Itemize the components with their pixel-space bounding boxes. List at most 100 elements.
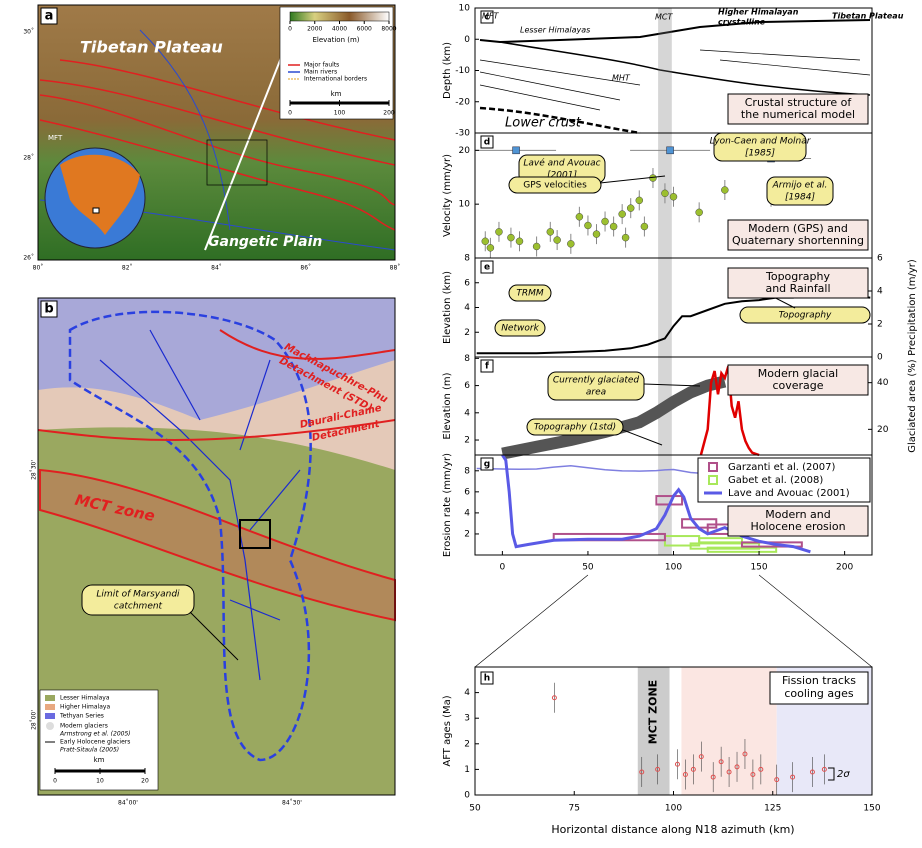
y-tick-label: 10	[459, 200, 471, 210]
sketch-label: MFT	[482, 12, 500, 21]
legend-entry: Higher Himalaya	[60, 704, 110, 711]
y-tick-label: 4	[464, 408, 470, 418]
legend-swatch	[45, 695, 55, 701]
title-text: Modern (GPS) and	[748, 222, 848, 235]
callout	[494, 319, 546, 337]
y-tick-label: 6	[464, 381, 470, 391]
legend-swatch	[708, 462, 718, 472]
mht	[499, 41, 871, 96]
age-point	[690, 766, 696, 772]
y-tick-label: 6	[877, 254, 883, 264]
sigma-label: 2σ	[837, 769, 850, 780]
legend-swatch	[45, 713, 55, 719]
y-tick-label: -10	[455, 66, 470, 76]
y2-axis-label: Precipitation (m/yr)	[907, 259, 918, 356]
inset-box	[239, 519, 271, 549]
callout-text: Armijo et al.	[772, 181, 828, 191]
y-tick-label: 1	[464, 765, 470, 775]
y-axis-label: Erosion rate (mm/yr)	[442, 453, 453, 557]
y-tick-label: 0	[464, 35, 470, 45]
panel-label-box	[480, 457, 494, 471]
x-tick-label: 100	[665, 804, 682, 814]
age-point	[774, 777, 780, 783]
frame	[37, 4, 396, 261]
panel-label-box	[480, 671, 494, 685]
panel-label: h	[484, 674, 490, 684]
age-point	[734, 764, 740, 770]
callout	[81, 584, 195, 616]
callout-text: [2001]	[547, 171, 577, 181]
panel-label: f	[485, 362, 489, 372]
sketch-label: MCT	[655, 13, 673, 22]
x-tick-label: 125	[764, 804, 781, 814]
callout-text: catchment	[114, 602, 163, 612]
gps-point	[575, 213, 584, 221]
scale-tick-label: 20	[141, 778, 149, 785]
catchment	[68, 310, 312, 762]
title-text: Quaternary shortenning	[732, 234, 864, 247]
age-point	[718, 759, 724, 765]
legend-box	[279, 6, 394, 120]
gps-point	[661, 189, 669, 198]
callout-text: area	[586, 388, 606, 398]
sketch-label: Lesser Himalayas	[520, 26, 590, 35]
gps-point	[481, 237, 490, 246]
age-point	[698, 754, 704, 760]
title-box	[727, 219, 869, 251]
panel-label-box	[40, 7, 58, 25]
title-box	[727, 364, 869, 396]
quaternary-point	[666, 146, 674, 155]
globe-land	[60, 154, 140, 235]
colorbar-tick-label: 2000	[307, 26, 322, 33]
mct-strip	[658, 8, 672, 133]
callout-text: Lavé and Avouac	[523, 158, 600, 169]
zone-label: MCT ZONE	[647, 680, 660, 744]
y-tick-label: 2	[464, 328, 470, 338]
y2-axis-label: Glaciated area (%)	[907, 359, 918, 453]
lat-tick-label: 30˚	[23, 29, 34, 36]
tethyan-series	[38, 298, 395, 420]
legend-entry: Major faults	[304, 62, 339, 69]
topography	[479, 19, 871, 44]
age-point	[726, 769, 732, 775]
y-tick-label: 3	[464, 714, 470, 724]
title-text: cooling ages	[784, 687, 854, 700]
title-text: Modern and	[765, 508, 830, 521]
panel-label-box	[480, 135, 494, 149]
lon-tick-label: 86˚	[300, 265, 311, 272]
title-text: and Rainfall	[765, 282, 830, 295]
y-tick-label: 6	[464, 487, 470, 497]
x-tick-label: 50	[469, 804, 481, 814]
x-tick-label: 75	[569, 804, 580, 814]
title-text: Topography	[765, 270, 830, 283]
colorbar-tick-label: 4000	[332, 26, 347, 33]
callout-text: [1985]	[745, 149, 775, 159]
legend-entry: Early Holocene glaciers	[60, 739, 130, 746]
colorbar-tick-label: 8000	[381, 26, 396, 33]
y-tick-label: 20	[459, 146, 471, 156]
legend-swatch	[45, 704, 55, 710]
rivers	[99, 329, 301, 681]
age-point	[758, 766, 764, 772]
inset-box	[206, 139, 268, 186]
gps-point	[618, 210, 626, 218]
gps-point	[721, 186, 729, 194]
legend-entry: Armstrong et al. (2005)	[59, 731, 131, 738]
y-tick-label: 2	[464, 739, 470, 749]
panel-label: e	[484, 263, 490, 273]
gps-point	[640, 222, 649, 231]
panel-label-box	[40, 300, 58, 318]
gps-point	[621, 233, 630, 242]
legend-swatch	[708, 475, 718, 485]
panel-label: a	[45, 9, 54, 24]
age-point	[655, 766, 661, 772]
panel-label: c	[484, 13, 489, 23]
lower-crust	[479, 106, 641, 135]
y-tick-label: 0	[464, 791, 470, 801]
gps-point	[609, 222, 618, 231]
gabet-box	[698, 537, 743, 544]
map-a	[37, 4, 396, 261]
frame	[37, 297, 396, 796]
y-axis-label: AFT ages (Ma)	[442, 695, 453, 766]
quaternary-point	[512, 146, 520, 155]
